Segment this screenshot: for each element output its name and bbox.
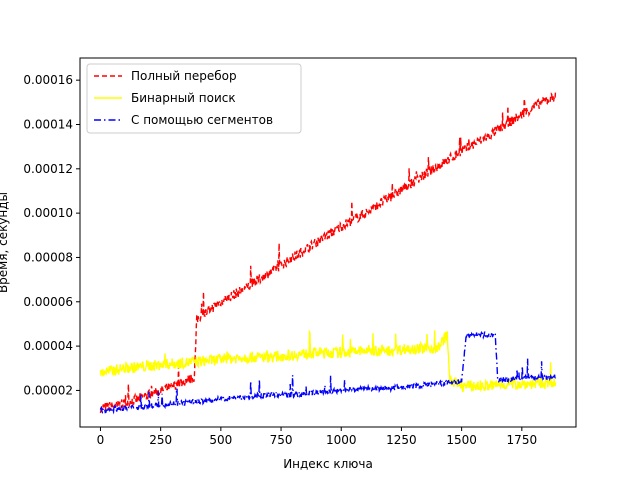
y-axis: 0.00002 0.00004 0.00006 0.00008 0.00010 0.000… [23,73,80,397]
axes-frame [79,57,577,428]
y-tick-label: 0.00004 [23,339,73,353]
x-tick-label: 500 [209,433,232,447]
y-tick-label: 0.00006 [23,295,73,309]
x-axis: 0 250 500 750 1000 1250 1500 1750 [97,427,537,447]
series-line-0 [99,91,557,414]
legend: Полный перебор Бинарный поиск С помощью се… [86,63,302,134]
y-axis-label: Время, секунды [0,192,10,293]
legend-box [86,63,302,134]
legend-label-1: Бинарный поиск [131,91,236,105]
x-tick-label: 1000 [326,433,357,447]
x-tick-label: 1750 [507,433,538,447]
x-axis-label: Индекс ключа [283,457,373,471]
y-tick-label: 0.00008 [23,250,73,264]
y-tick-label: 0.00012 [23,162,73,176]
x-tick-label: 1500 [446,433,477,447]
y-tick-label: 0.00010 [23,206,73,220]
x-tick-label: 250 [149,433,172,447]
y-tick-label: 0.00016 [23,73,73,87]
legend-label-2: С помощью сегментов [131,113,273,127]
y-tick-label: 0.00002 [23,383,73,397]
series-layer [99,91,557,415]
legend-label-0: Полный перебор [131,69,237,83]
series-line-2 [99,330,557,415]
series-line-1 [99,329,557,393]
x-tick-label: 1250 [386,433,417,447]
x-tick-label: 0 [97,433,105,447]
x-tick-label: 750 [270,433,293,447]
y-tick-label: 0.00014 [23,117,73,131]
